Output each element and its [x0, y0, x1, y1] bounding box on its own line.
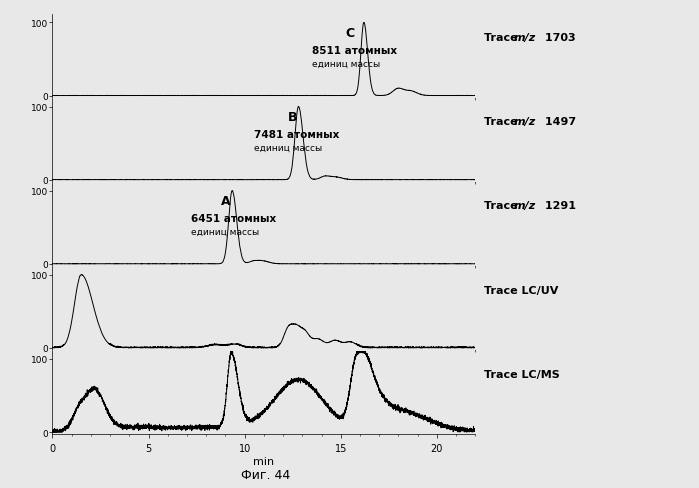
Text: Фиг. 44: Фиг. 44 — [241, 468, 290, 481]
Text: C: C — [346, 27, 355, 40]
Text: Trace LC/UV: Trace LC/UV — [484, 285, 559, 295]
Text: 1291: 1291 — [541, 201, 576, 211]
Text: m/z: m/z — [513, 33, 535, 43]
Text: Trace: Trace — [484, 117, 521, 127]
X-axis label: min: min — [253, 456, 275, 466]
Text: 7481 атомных: 7481 атомных — [254, 130, 340, 140]
Text: 6451 атомных: 6451 атомных — [191, 214, 276, 224]
Text: Trace: Trace — [484, 33, 521, 43]
Text: единиц массы: единиц массы — [254, 144, 322, 153]
Text: 8511 атомных: 8511 атомных — [312, 46, 397, 56]
Text: m/z: m/z — [513, 201, 535, 211]
Text: 1497: 1497 — [541, 117, 576, 127]
Text: Trace: Trace — [484, 201, 521, 211]
Text: A: A — [221, 195, 230, 208]
Text: 1703: 1703 — [541, 33, 575, 43]
Text: m/z: m/z — [513, 117, 535, 127]
Text: B: B — [288, 111, 298, 124]
Text: единиц массы: единиц массы — [312, 60, 380, 69]
Text: единиц массы: единиц массы — [191, 228, 259, 237]
Text: Trace LC/MS: Trace LC/MS — [484, 369, 559, 379]
